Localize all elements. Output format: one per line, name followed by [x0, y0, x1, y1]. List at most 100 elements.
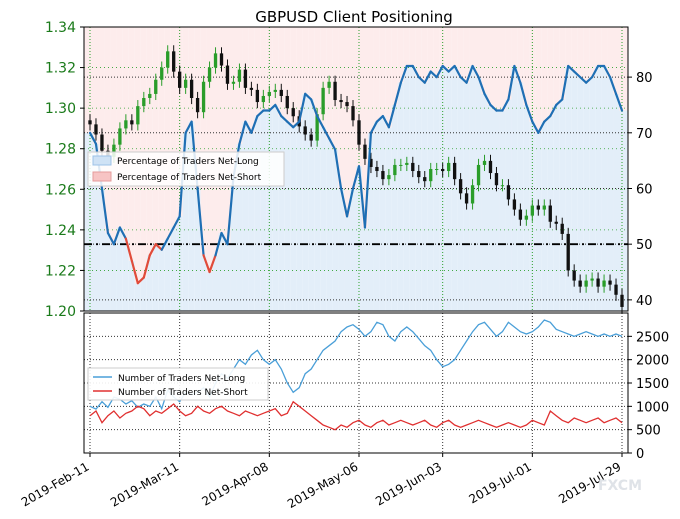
net-short-band: [200, 27, 207, 256]
price-candle-body: [333, 81, 337, 101]
pct-net-long-segment: [381, 114, 390, 129]
price-candle-body: [590, 278, 594, 281]
price-candle-body: [417, 171, 421, 178]
right-axis-tick-label: 60: [636, 182, 653, 197]
price-candle-body: [309, 134, 313, 141]
net-long-band: [92, 143, 99, 311]
net-long-band: [511, 65, 518, 311]
pct-net-long-segment: [357, 165, 367, 229]
net-short-band: [463, 27, 470, 83]
price-candle-body: [488, 160, 493, 174]
net-short-band: [415, 27, 422, 78]
price-candle-body: [578, 280, 582, 287]
price-candle-body: [602, 280, 606, 287]
price-candle-body: [213, 53, 218, 68]
price-candle-body: [154, 79, 158, 94]
pct-net-long-segment: [602, 64, 612, 79]
bottom-legend-box: [87, 367, 269, 401]
price-candle-body: [124, 120, 128, 129]
pct-net-long-segment: [238, 120, 247, 146]
right-axis-tick-label: 40: [636, 294, 653, 309]
price-candle-body: [321, 87, 325, 115]
price-candle-body: [620, 294, 624, 307]
price-candle-body: [112, 144, 116, 157]
pct-net-long-segment: [483, 92, 492, 107]
net-long-band: [296, 121, 303, 312]
net-short-band: [385, 27, 392, 128]
pct-net-long-segment: [435, 64, 444, 79]
pct-net-long-segment: [220, 231, 229, 246]
price-candle-body: [464, 193, 469, 204]
net-long-band: [104, 233, 111, 311]
price-candle-body: [249, 87, 254, 90]
net-long-band: [212, 255, 219, 311]
net-short-band: [146, 27, 153, 256]
price-candle-body: [148, 93, 152, 98]
net-short-band: [110, 27, 117, 245]
net-long-band: [134, 283, 141, 311]
legend-traders-long-label: Number of Traders Net-Long: [118, 374, 245, 384]
net-short-band: [308, 27, 315, 100]
net-short-band: [344, 27, 351, 217]
price-candle-body: [327, 81, 331, 88]
price-candle-body: [548, 205, 552, 222]
left-axis-tick-label: 1.34: [45, 20, 76, 36]
net-long-band: [284, 121, 291, 312]
pct-net-long-segment: [555, 98, 564, 107]
net-short-band: [254, 27, 261, 117]
price-candle-body: [285, 95, 289, 109]
price-candle-body: [518, 209, 523, 220]
net-long-band: [487, 104, 494, 311]
net-short-band: [583, 27, 590, 83]
price-candle-body: [255, 89, 260, 103]
net-short-band: [481, 27, 488, 94]
price-candle-body: [339, 100, 343, 103]
top-legend: Percentage of Traders Net-Long Percentage…: [87, 151, 285, 187]
net-short-band: [475, 27, 482, 78]
price-candle-body: [267, 91, 271, 96]
net-short-band: [320, 27, 327, 128]
net-long-band: [302, 93, 309, 311]
net-long-band: [236, 143, 243, 311]
net-long-band: [379, 116, 386, 311]
net-short-band: [230, 27, 237, 178]
net-short-band: [427, 27, 434, 72]
price-candle-body: [554, 221, 558, 224]
price-candle-body: [458, 179, 463, 194]
x-axis-tick-label: 2019-Apr-08: [200, 459, 271, 508]
bottom-panel: 0 500 1000 1500 2000 2500 Number of Traders Ne…: [19, 312, 669, 511]
pct-net-long-segment: [280, 114, 289, 123]
net-short-band: [367, 27, 374, 133]
net-long-band: [373, 121, 380, 312]
price-candle-body: [369, 158, 373, 167]
net-short-band: [260, 27, 267, 111]
pct-net-long-segment: [304, 92, 313, 101]
pct-net-long-segment: [172, 215, 181, 229]
net-short-band: [218, 27, 225, 234]
net-short-band: [403, 27, 410, 66]
price-candle-body: [363, 144, 367, 159]
net-short-band: [601, 27, 608, 66]
price-candle-body: [189, 79, 194, 98]
net-short-band: [445, 27, 452, 72]
net-short-band: [457, 27, 464, 78]
brand-watermark: FXCM: [598, 478, 642, 494]
right-axis-tick-label: 50: [636, 238, 653, 253]
net-long-band: [146, 255, 153, 311]
pct-net-long-segment: [154, 243, 163, 251]
price-candle-body: [476, 164, 481, 186]
left-axis-tick-label: 1.28: [45, 142, 76, 158]
net-long-band: [320, 127, 327, 311]
pct-net-long-segment: [118, 226, 127, 240]
net-long-band: [254, 116, 261, 311]
top-legend-box: [87, 151, 285, 187]
net-long-band: [475, 77, 482, 311]
net-long-band: [84, 132, 93, 311]
price-candle-body: [530, 205, 534, 216]
net-long-band: [427, 71, 434, 312]
net-short-band: [493, 27, 500, 111]
net-short-band: [373, 27, 380, 122]
net-short-band: [499, 27, 506, 111]
net-long-band: [499, 110, 506, 311]
pct-net-long-segment: [166, 226, 175, 240]
